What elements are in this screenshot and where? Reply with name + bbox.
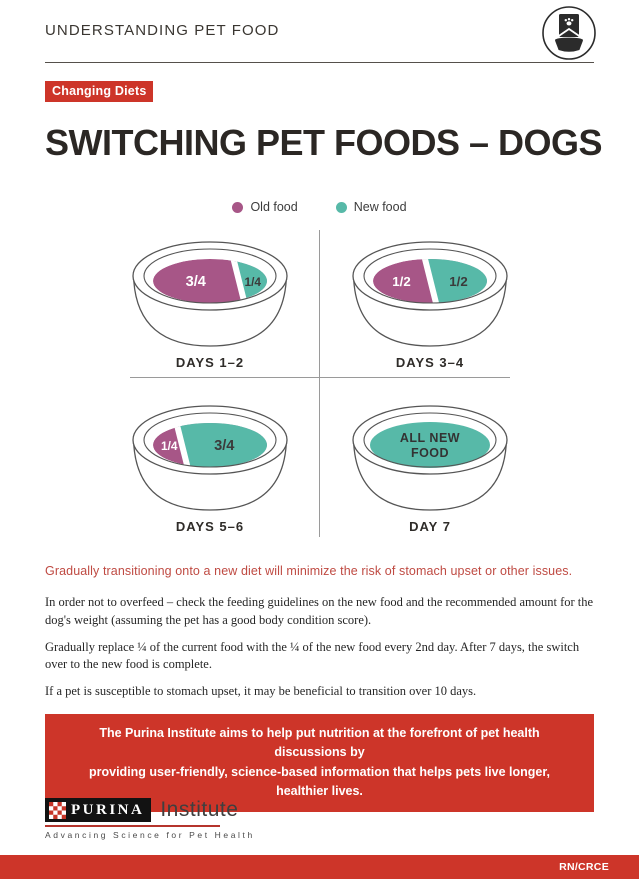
pet-food-bag-and-bowl-icon xyxy=(541,5,597,66)
callout-text: The Purina Institute aims to help put nu… xyxy=(65,724,574,802)
section-badge: Changing Diets xyxy=(45,81,154,102)
bottom-bar: RN/CRCE xyxy=(0,855,639,879)
body-paragraph: In order not to overfeed – check the fee… xyxy=(45,595,594,627)
header-divider xyxy=(45,62,594,63)
svg-text:FOOD: FOOD xyxy=(411,446,449,460)
bowl-caption: DAYS 1–2 xyxy=(175,355,245,370)
bowl-diagram: 3/4 1/4 xyxy=(132,241,288,347)
svg-text:1/4: 1/4 xyxy=(161,439,178,453)
page-title: SWITCHING PET FOODS – DOGS xyxy=(45,122,603,163)
bowl-cell: 1/4 3/4 DAYS 5–6 xyxy=(100,396,320,534)
callout-line: providing user-friendly, science-based i… xyxy=(89,764,550,799)
body-paragraph: Gradually replace ¼ of the current food … xyxy=(45,639,580,672)
purina-institute-logo: PURINA Institute Advancing Science for P… xyxy=(45,798,255,840)
body-paragraphs: In order not to overfeed – check the fee… xyxy=(45,594,597,710)
legend-dot-icon xyxy=(335,201,347,213)
bowl-caption: DAYS 5–6 xyxy=(175,519,245,534)
bowl-diagram: 1/4 3/4 xyxy=(132,405,288,511)
purina-logo-box: PURINA xyxy=(45,798,152,822)
callout-line: The Purina Institute aims to help put nu… xyxy=(99,726,540,760)
legend-label: New food xyxy=(353,200,407,214)
legend-item: New food xyxy=(335,200,407,214)
legend-dot-icon xyxy=(232,201,244,213)
callout-box: The Purina Institute aims to help put nu… xyxy=(45,714,594,812)
bowl-caption: DAY 7 xyxy=(409,519,451,534)
body-paragraph: If a pet is susceptible to stomach upset… xyxy=(45,684,477,698)
svg-text:ALL NEW: ALL NEW xyxy=(400,431,460,445)
bowl-cell: 3/4 1/4 DAYS 1–2 xyxy=(100,232,320,370)
legend-item: Old food xyxy=(232,200,298,214)
bowl-diagram: 1/2 1/2 xyxy=(352,241,508,347)
logo-brand-text: PURINA xyxy=(71,801,145,818)
grid-divider-vertical xyxy=(319,230,320,537)
svg-text:1/2: 1/2 xyxy=(449,274,467,289)
legend: Old food New food xyxy=(0,200,639,214)
svg-text:3/4: 3/4 xyxy=(186,274,207,290)
page-header-title: UNDERSTANDING PET FOOD xyxy=(45,22,280,39)
highlight-sentence: Gradually transitioning onto a new diet … xyxy=(45,564,573,578)
bowl-cell: 1/2 1/2 DAYS 3–4 xyxy=(320,232,540,370)
bowl-caption: DAYS 3–4 xyxy=(395,355,465,370)
document-code: RN/CRCE xyxy=(559,861,609,873)
svg-text:3/4: 3/4 xyxy=(214,438,235,454)
purina-checkerboard-icon xyxy=(49,801,66,819)
bowl-cell: ALL NEW FOOD DAY 7 xyxy=(320,396,540,534)
svg-text:1/4: 1/4 xyxy=(245,275,262,289)
legend-label: Old food xyxy=(250,200,298,214)
bowls-grid: 3/4 1/4 DAYS 1–2 1/2 1/2 DAYS 3–4 1/4 3/4 DAYS 5… xyxy=(100,232,540,534)
svg-text:1/2: 1/2 xyxy=(392,274,410,289)
grid-divider-horizontal xyxy=(130,377,510,378)
logo-institute-text: Institute xyxy=(160,798,239,821)
logo-red-rule xyxy=(45,825,220,827)
logo-tagline: Advancing Science for Pet Health xyxy=(45,830,255,840)
